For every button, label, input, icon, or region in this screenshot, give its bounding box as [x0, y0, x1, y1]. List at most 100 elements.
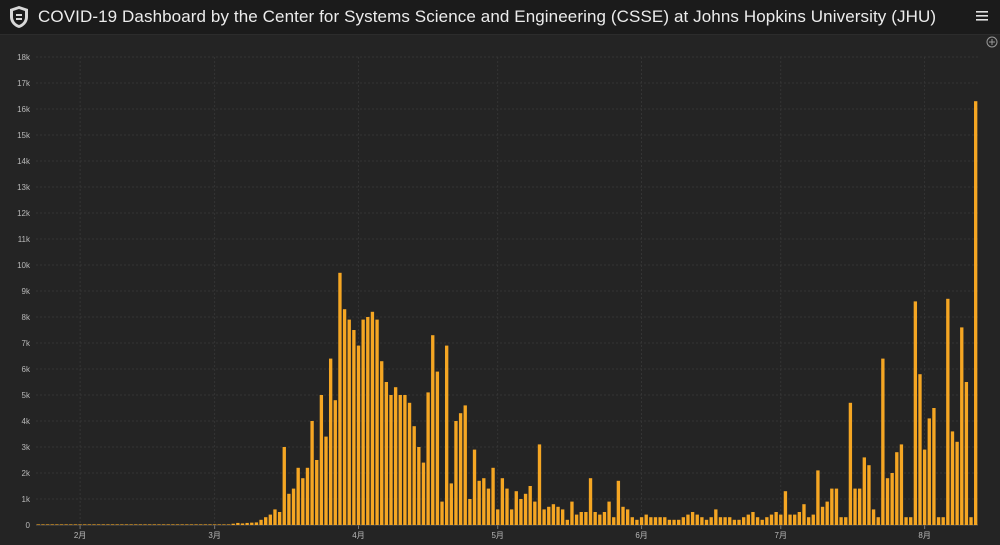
daily-bar[interactable] [704, 519, 709, 525]
daily-bar[interactable] [421, 462, 426, 525]
daily-bar[interactable] [523, 493, 528, 525]
daily-bar[interactable] [148, 524, 152, 525]
daily-bar[interactable] [876, 517, 880, 525]
daily-bar[interactable] [862, 457, 866, 525]
daily-bar[interactable] [677, 519, 681, 525]
daily-bar[interactable] [881, 358, 885, 525]
daily-bar[interactable] [124, 524, 129, 525]
daily-bar[interactable] [101, 524, 105, 525]
daily-bar[interactable] [816, 470, 820, 525]
daily-bar[interactable] [741, 517, 746, 525]
daily-bar[interactable] [412, 426, 416, 525]
daily-bar[interactable] [672, 519, 676, 525]
daily-bar[interactable] [509, 509, 514, 525]
daily-bar[interactable] [639, 517, 644, 525]
daily-bar[interactable] [92, 524, 96, 525]
daily-bar[interactable] [723, 517, 727, 525]
daily-bar[interactable] [793, 514, 797, 525]
daily-bar[interactable] [115, 524, 119, 525]
daily-bar[interactable] [588, 478, 593, 525]
daily-bar[interactable] [565, 519, 569, 525]
daily-bar[interactable] [403, 395, 407, 525]
daily-bar[interactable] [129, 524, 133, 525]
daily-bar[interactable] [463, 405, 467, 525]
daily-bar[interactable] [55, 524, 59, 525]
daily-bar[interactable] [890, 473, 894, 525]
daily-bar[interactable] [820, 506, 825, 525]
daily-bar[interactable] [166, 524, 170, 525]
daily-bar[interactable] [245, 522, 249, 525]
daily-bar[interactable] [194, 524, 198, 525]
daily-bar[interactable] [918, 374, 922, 525]
daily-bar[interactable] [138, 524, 143, 525]
daily-bar[interactable] [361, 319, 365, 525]
daily-bar[interactable] [407, 402, 412, 525]
daily-bar[interactable] [607, 501, 611, 525]
daily-bar[interactable] [625, 509, 630, 525]
daily-bar[interactable] [110, 524, 115, 525]
daily-bar[interactable] [426, 392, 430, 525]
daily-bar[interactable] [134, 524, 138, 525]
daily-bar[interactable] [663, 517, 667, 525]
daily-bar[interactable] [45, 524, 50, 525]
daily-bar[interactable] [630, 517, 634, 525]
daily-bar[interactable] [458, 413, 463, 525]
daily-bar[interactable] [393, 387, 398, 525]
daily-bar[interactable] [547, 506, 551, 525]
daily-bar[interactable] [556, 506, 560, 525]
daily-bar[interactable] [143, 524, 147, 525]
daily-bar[interactable] [50, 524, 54, 525]
daily-bar[interactable] [69, 524, 73, 525]
daily-bar[interactable] [839, 517, 843, 525]
daily-bar[interactable] [486, 488, 491, 525]
daily-bar[interactable] [277, 512, 282, 525]
daily-bar[interactable] [728, 517, 732, 525]
daily-bar[interactable] [189, 524, 194, 525]
daily-bar[interactable] [802, 504, 806, 525]
daily-bar[interactable] [895, 452, 899, 525]
daily-bar[interactable] [788, 514, 792, 525]
daily-bar[interactable] [375, 319, 379, 525]
daily-bar[interactable] [899, 444, 904, 525]
daily-bar[interactable] [602, 512, 607, 525]
daily-bar[interactable] [454, 421, 458, 525]
daily-bar[interactable] [64, 524, 68, 525]
daily-bar[interactable] [83, 524, 87, 525]
daily-bar[interactable] [871, 509, 876, 525]
expand-icon[interactable] [986, 36, 998, 48]
daily-bar[interactable] [765, 517, 769, 525]
daily-bar[interactable] [932, 408, 936, 525]
daily-bar[interactable] [449, 483, 453, 525]
daily-bar[interactable] [653, 517, 658, 525]
daily-bar[interactable] [941, 517, 945, 525]
daily-bar[interactable] [751, 512, 755, 525]
daily-bar[interactable] [73, 524, 78, 525]
daily-bar[interactable] [217, 524, 221, 525]
daily-bar[interactable] [41, 524, 45, 525]
daily-bar[interactable] [180, 524, 184, 525]
daily-bar[interactable] [185, 524, 189, 525]
daily-bar[interactable] [305, 467, 310, 525]
daily-bar[interactable] [737, 519, 741, 525]
daily-bar[interactable] [797, 512, 802, 525]
daily-bar[interactable] [301, 478, 305, 525]
daily-bar[interactable] [774, 512, 778, 525]
daily-bar[interactable] [36, 524, 40, 525]
daily-bar[interactable] [477, 480, 481, 525]
daily-bar[interactable] [78, 524, 82, 525]
daily-bar[interactable] [922, 449, 927, 525]
daily-bar[interactable] [240, 523, 245, 525]
daily-bar[interactable] [825, 501, 829, 525]
daily-bar[interactable] [746, 514, 750, 525]
daily-bar[interactable] [468, 499, 472, 525]
daily-bar[interactable] [658, 517, 662, 525]
daily-bar[interactable] [106, 524, 110, 525]
daily-bar[interactable] [384, 382, 389, 525]
daily-bar[interactable] [236, 522, 240, 525]
daily-bar[interactable] [537, 444, 542, 525]
daily-bar[interactable] [904, 517, 908, 525]
daily-bar[interactable] [222, 524, 226, 525]
daily-bar[interactable] [834, 488, 839, 525]
daily-bar[interactable] [913, 301, 918, 525]
daily-bar[interactable] [950, 431, 955, 525]
